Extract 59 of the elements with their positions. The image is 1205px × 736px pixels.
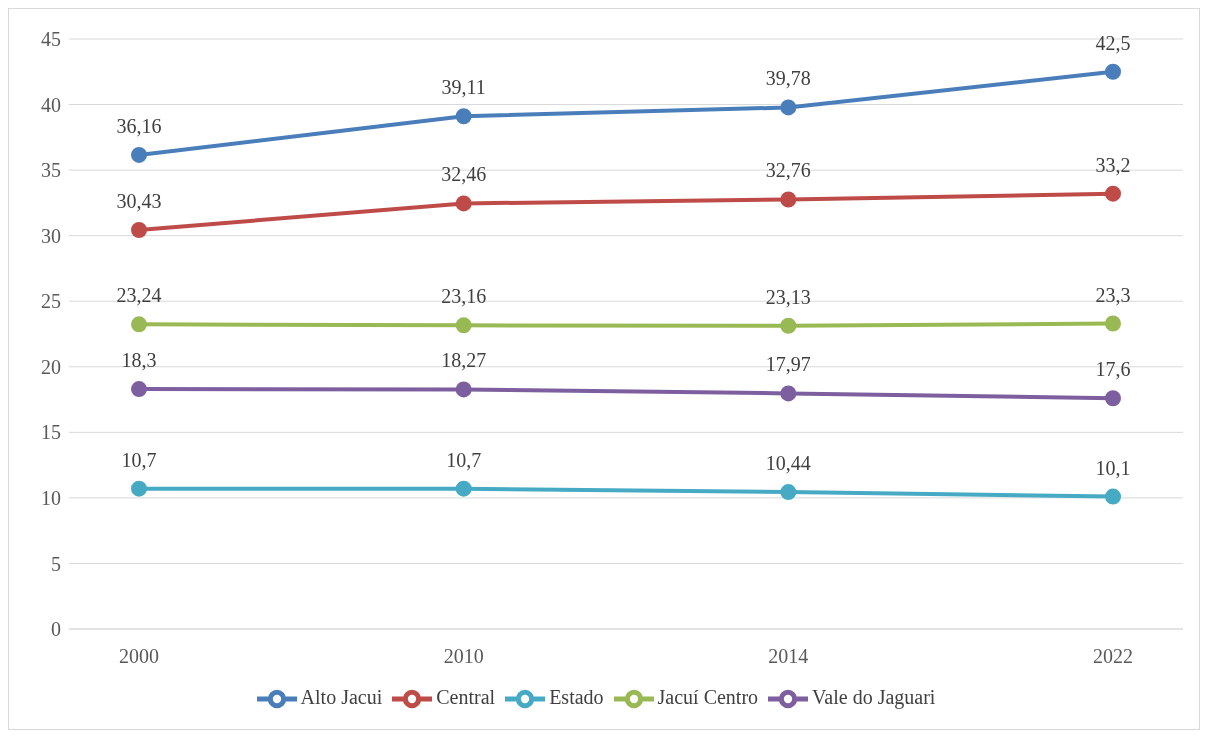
- data-label: 10,44: [765, 452, 811, 475]
- data-label: 36,16: [116, 114, 162, 137]
- y-tick-label: 15: [41, 421, 61, 444]
- point: [780, 317, 797, 334]
- point: [455, 317, 472, 334]
- y-tick-label: 0: [51, 618, 61, 641]
- data-label: 17,6: [1095, 358, 1131, 381]
- data-label: 23,3: [1095, 283, 1131, 306]
- legend-label: Central: [436, 685, 496, 708]
- data-label: 32,46: [441, 163, 487, 186]
- x-tick-label: 2014: [768, 645, 809, 668]
- point: [131, 316, 147, 333]
- legend-label: Vale do Jaguari: [812, 685, 936, 708]
- data-label: 32,76: [765, 159, 811, 182]
- point: [1105, 315, 1121, 332]
- y-tick-label: 5: [51, 552, 61, 575]
- x-tick-label: 2010: [443, 645, 484, 668]
- x-tick-label: 2022: [1093, 645, 1133, 668]
- data-label: 42,5: [1095, 31, 1131, 54]
- point: [455, 480, 472, 497]
- y-tick-label: 35: [41, 159, 61, 182]
- y-tick-label: 30: [41, 224, 61, 247]
- data-label: 10,7: [121, 448, 157, 471]
- data-label: 17,97: [765, 353, 811, 376]
- y-tick-label: 10: [41, 486, 61, 509]
- data-label: 23,13: [765, 285, 811, 308]
- y-tick-label: 40: [41, 93, 61, 116]
- point: [780, 191, 797, 208]
- x-tick-label: 2000: [119, 645, 159, 668]
- y-tick-label: 25: [41, 290, 61, 313]
- point: [131, 222, 147, 239]
- data-label: 39,78: [765, 67, 811, 90]
- data-label: 10,1: [1095, 456, 1131, 479]
- data-label: 18,3: [121, 349, 157, 372]
- data-label: 23,16: [441, 285, 487, 308]
- point: [131, 480, 147, 497]
- point: [780, 99, 797, 116]
- point: [1105, 488, 1121, 505]
- data-label: 23,24: [116, 284, 162, 307]
- point: [780, 385, 797, 402]
- data-label: 39,11: [441, 76, 486, 99]
- point: [131, 146, 147, 163]
- data-label: 10,7: [446, 448, 482, 471]
- point: [455, 381, 472, 398]
- point: [1105, 185, 1121, 202]
- legend-label: Estado: [549, 685, 604, 708]
- data-label: 18,27: [441, 349, 487, 372]
- point: [780, 484, 797, 501]
- y-tick-label: 45: [41, 28, 61, 51]
- y-tick-label: 20: [41, 355, 61, 378]
- point: [455, 108, 472, 125]
- point: [455, 195, 472, 212]
- point: [1105, 390, 1121, 407]
- data-label: 30,43: [116, 190, 162, 213]
- legend-label: Alto Jacui: [300, 685, 383, 708]
- point: [131, 381, 147, 398]
- point: [1105, 63, 1121, 80]
- legend-label: Jacuí Centro: [657, 685, 759, 708]
- data-label: 33,2: [1095, 153, 1131, 176]
